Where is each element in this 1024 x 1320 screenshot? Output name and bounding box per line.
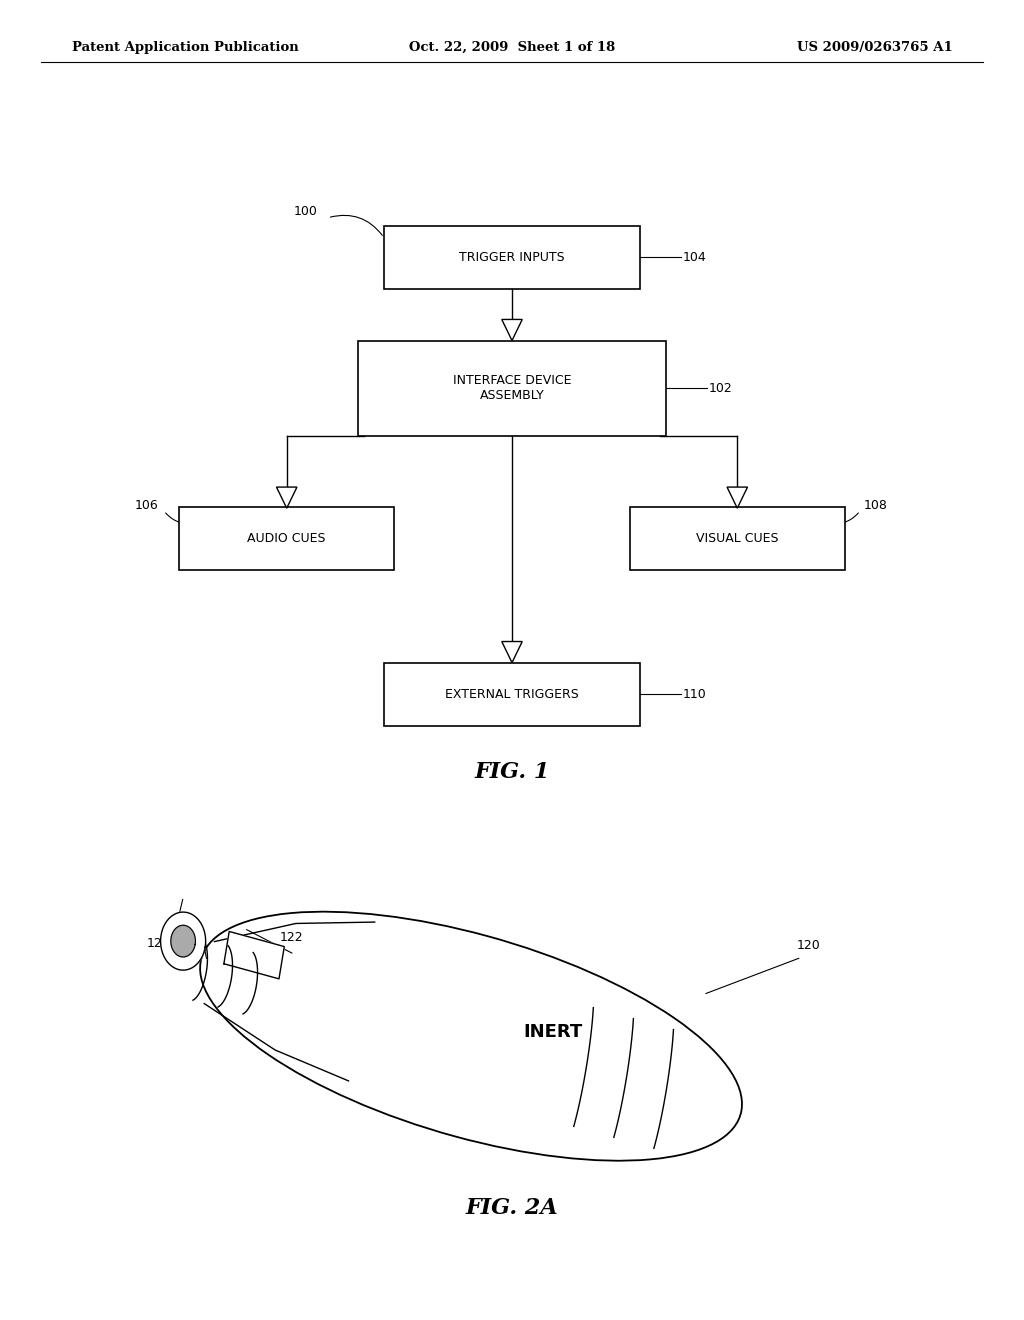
Bar xyxy=(630,507,845,570)
Text: EXTERNAL TRIGGERS: EXTERNAL TRIGGERS xyxy=(445,688,579,701)
Text: 108: 108 xyxy=(863,499,887,512)
Bar xyxy=(384,226,640,289)
Text: 102: 102 xyxy=(709,381,732,395)
Polygon shape xyxy=(727,487,748,508)
Text: Oct. 22, 2009  Sheet 1 of 18: Oct. 22, 2009 Sheet 1 of 18 xyxy=(409,41,615,54)
Polygon shape xyxy=(224,932,285,979)
Bar xyxy=(179,507,394,570)
Text: VISUAL CUES: VISUAL CUES xyxy=(696,532,778,545)
Bar xyxy=(358,341,666,436)
Polygon shape xyxy=(161,912,206,970)
Text: FIG. 2A: FIG. 2A xyxy=(466,1197,558,1218)
Text: 120: 120 xyxy=(797,939,821,952)
Bar xyxy=(384,663,640,726)
Text: 100: 100 xyxy=(294,205,317,218)
Text: FIG. 1: FIG. 1 xyxy=(474,762,550,783)
Text: Patent Application Publication: Patent Application Publication xyxy=(72,41,298,54)
Text: INERT: INERT xyxy=(523,1023,583,1041)
Ellipse shape xyxy=(200,912,742,1160)
Text: 122: 122 xyxy=(280,931,304,944)
FancyArrowPatch shape xyxy=(331,215,382,235)
Polygon shape xyxy=(502,319,522,341)
Text: TRIGGER INPUTS: TRIGGER INPUTS xyxy=(459,251,565,264)
Text: 104: 104 xyxy=(683,251,707,264)
FancyArrowPatch shape xyxy=(827,513,858,524)
FancyArrowPatch shape xyxy=(166,513,197,524)
Polygon shape xyxy=(276,487,297,508)
Text: US 2009/0263765 A1: US 2009/0263765 A1 xyxy=(797,41,952,54)
Polygon shape xyxy=(171,925,196,957)
Text: INTERFACE DEVICE
ASSEMBLY: INTERFACE DEVICE ASSEMBLY xyxy=(453,374,571,403)
Text: 110: 110 xyxy=(683,688,707,701)
Text: 124: 124 xyxy=(146,937,171,950)
Text: 106: 106 xyxy=(135,499,159,512)
Text: AUDIO CUES: AUDIO CUES xyxy=(248,532,326,545)
Polygon shape xyxy=(502,642,522,663)
